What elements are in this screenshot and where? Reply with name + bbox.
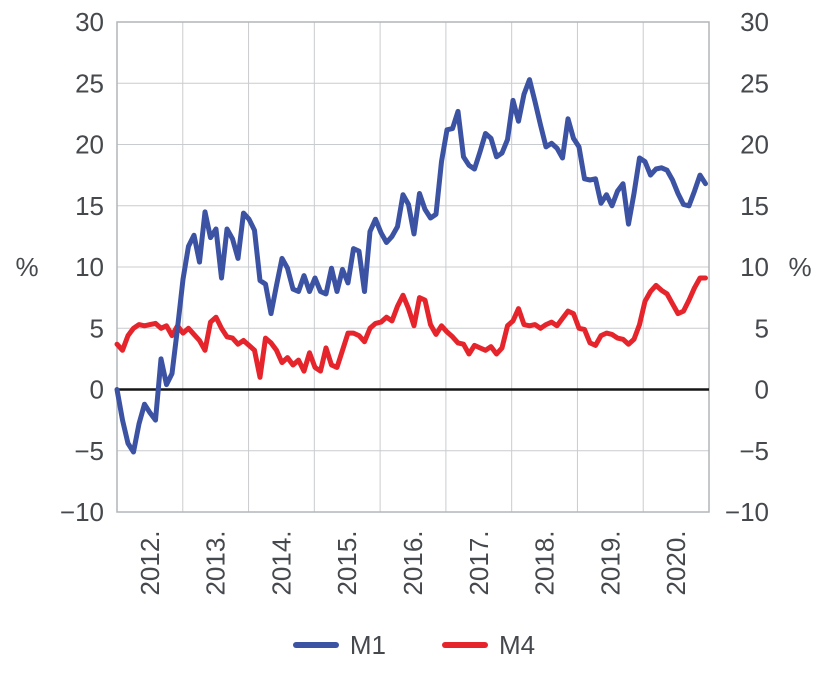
x-tick-2017: 2017. xyxy=(464,530,494,595)
y-tick-right--5: −5 xyxy=(739,436,769,466)
series-line-m4 xyxy=(114,275,708,380)
x-tick-2014: 2014. xyxy=(266,530,296,595)
x-tick-2019: 2019. xyxy=(595,530,625,595)
y-tick-left-5: 5 xyxy=(90,313,104,343)
x-tick-2015: 2015. xyxy=(332,530,362,595)
y-tick-left--10: −10 xyxy=(60,497,104,527)
y-axis-unit-left: % xyxy=(15,252,38,282)
legend-swatch-m4-icon xyxy=(442,642,488,648)
series-line-m1 xyxy=(114,77,708,455)
legend-item-m1: M1 xyxy=(292,630,386,660)
y-tick-right-5: 5 xyxy=(755,313,769,343)
x-tick-2016: 2016. xyxy=(398,530,428,595)
y-tick-right-15: 15 xyxy=(740,191,769,221)
y-tick-left-0: 0 xyxy=(90,375,104,405)
x-tick-2013: 2013. xyxy=(201,530,231,595)
y-tick-left-20: 20 xyxy=(75,130,104,160)
y-tick-right-25: 25 xyxy=(740,68,769,98)
legend-label-m1: M1 xyxy=(349,630,386,660)
y-tick-right-30: 30 xyxy=(740,7,769,37)
y-tick-left--5: −5 xyxy=(74,436,104,466)
y-axis-unit-right: % xyxy=(788,252,811,282)
y-tick-left-10: 10 xyxy=(75,252,104,282)
legend: M1 M4 xyxy=(0,626,828,664)
x-tick-2012: 2012. xyxy=(135,530,165,595)
y-tick-right-0: 0 xyxy=(755,375,769,405)
x-tick-2018: 2018. xyxy=(530,530,560,595)
y-tick-left-30: 30 xyxy=(75,7,104,37)
y-tick-right-10: 10 xyxy=(740,252,769,282)
legend-item-m4: M4 xyxy=(442,632,535,658)
plot-border xyxy=(116,21,710,513)
legend-swatch-m1-icon xyxy=(292,642,339,648)
y-tick-left-25: 25 xyxy=(75,68,104,98)
y-tick-right-20: 20 xyxy=(740,130,769,160)
legend-label-m4: M4 xyxy=(499,630,536,660)
y-tick-left-15: 15 xyxy=(75,191,104,221)
x-tick-2020: 2020. xyxy=(661,530,691,595)
y-tick-right--10: −10 xyxy=(725,497,769,527)
